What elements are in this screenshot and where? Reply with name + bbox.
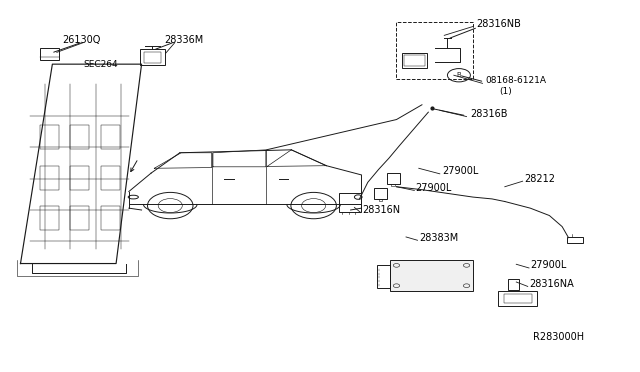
Bar [70,166,90,190]
Bar [40,206,59,230]
Text: 28316B: 28316B [470,109,508,119]
Bar [390,260,473,291]
Text: 28316NA: 28316NA [529,279,573,289]
Bar [404,55,424,66]
Bar [339,193,362,212]
Bar [499,291,537,306]
Bar [508,279,520,290]
Text: 28383M: 28383M [419,233,458,243]
Bar [100,206,120,230]
Bar [100,166,120,190]
Bar [40,48,59,61]
Bar [140,49,164,65]
Text: SEC264: SEC264 [83,60,118,69]
Text: R283000H: R283000H [534,332,584,342]
Text: 08168-6121A: 08168-6121A [486,76,547,85]
Text: 27900L: 27900L [531,260,566,270]
Bar [40,166,59,190]
Bar [378,265,390,288]
Bar [396,22,473,79]
Bar [387,173,399,184]
Bar [40,125,59,149]
Text: 28316N: 28316N [362,205,400,215]
Text: (1): (1) [500,87,513,96]
Bar [374,188,387,199]
Bar [100,125,120,149]
Text: 28336M: 28336M [164,35,203,45]
Text: 27900L: 27900L [442,166,479,176]
Text: 28212: 28212 [524,174,555,184]
Bar [70,206,90,230]
Bar [70,125,90,149]
Bar [504,294,532,304]
Text: B: B [456,72,461,78]
Text: 27900L: 27900L [415,183,452,193]
Text: 26130Q: 26130Q [62,35,100,45]
Bar [567,237,583,243]
Bar [144,52,161,62]
Text: 28316NB: 28316NB [476,19,521,29]
Bar [401,53,427,68]
